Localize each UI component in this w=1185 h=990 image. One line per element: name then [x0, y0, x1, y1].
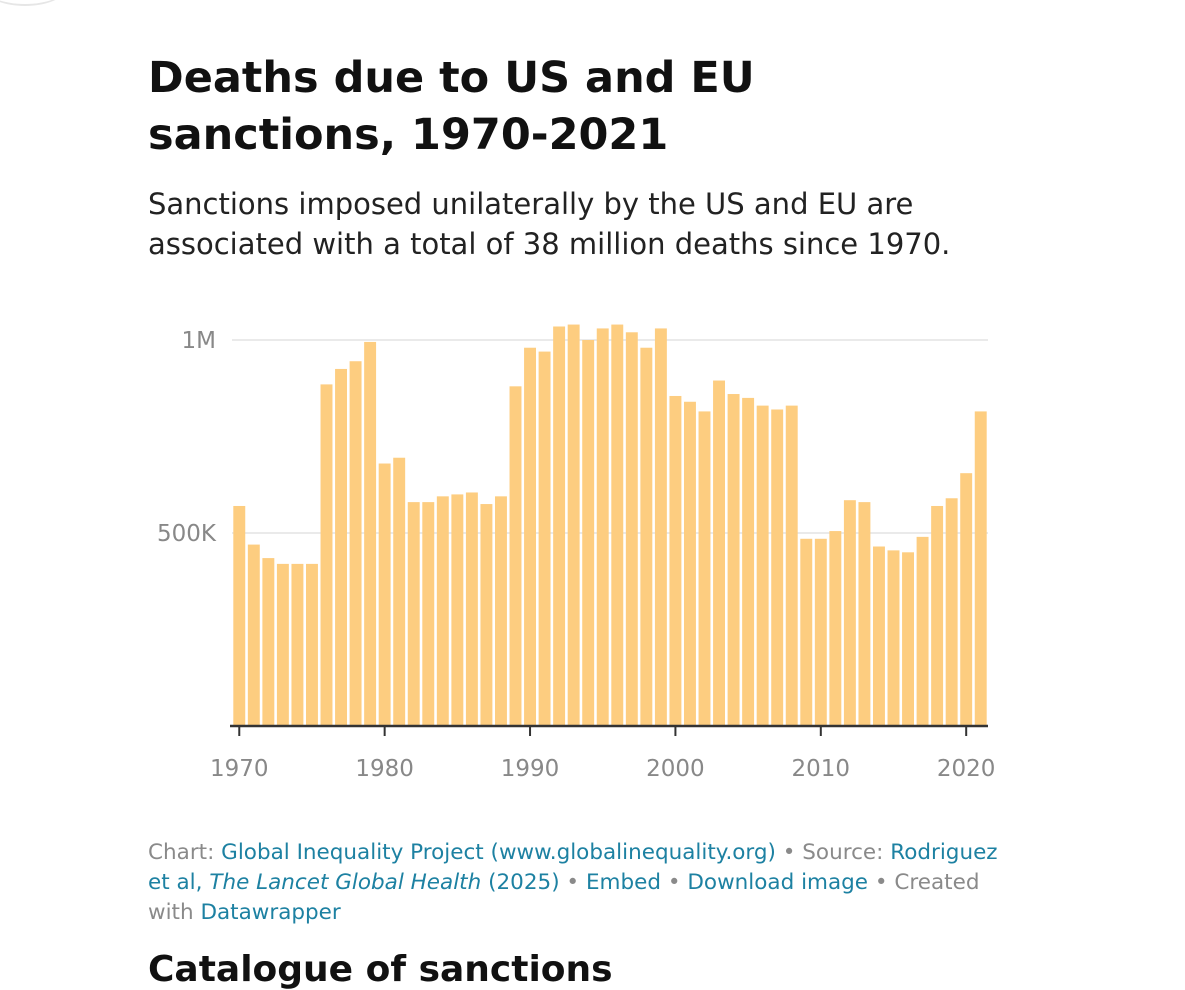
bar-2021	[974, 411, 987, 726]
bar-1996	[611, 324, 624, 726]
x-tick-label: 2010	[792, 756, 851, 782]
x-tick-label: 1980	[355, 756, 414, 782]
bar-2011	[829, 531, 842, 726]
bar-1981	[393, 457, 406, 726]
bar-1980	[378, 463, 391, 726]
bar-1972	[262, 558, 275, 726]
chart-subtitle: Sanctions imposed unilaterally by the US…	[148, 187, 951, 261]
bar-1991	[538, 351, 551, 726]
bar-2010	[814, 538, 827, 726]
bar-1984	[436, 496, 449, 726]
bar-1988	[494, 496, 507, 726]
source-link[interactable]: Rodriguez et al, The Lancet Global Healt…	[148, 840, 998, 895]
x-tick-label: 1990	[501, 756, 560, 782]
chart-credit-link[interactable]: Global Inequality Project (www.globaline…	[221, 840, 776, 865]
source-link-authors: Rodriguez et al,	[148, 840, 998, 895]
chart-footer: Chart: Global Inequality Project (www.gl…	[148, 838, 1008, 928]
bar-1971	[247, 544, 260, 726]
y-tick-label: 500K	[157, 521, 217, 547]
next-section-heading: Catalogue of sanctions	[148, 949, 613, 990]
chart-title: Deaths due to US and EU sanctions, 1970-…	[148, 53, 755, 160]
bar-1974	[291, 563, 304, 726]
bar-2015	[887, 550, 900, 726]
bar-1999	[654, 328, 667, 726]
footer-separator: •	[559, 870, 586, 895]
bar-2003	[713, 380, 726, 726]
y-tick-label: 1M	[182, 328, 216, 354]
bar-1979	[364, 341, 377, 726]
bar-1994	[582, 340, 595, 726]
bar-1993	[567, 324, 580, 726]
bar-1985	[451, 494, 464, 726]
corner-decoration	[0, 0, 70, 6]
bar-2019	[945, 498, 958, 726]
bar-2013	[858, 502, 871, 726]
x-tick-label: 1970	[210, 756, 269, 782]
bar-1983	[422, 502, 435, 726]
bar-1970	[233, 505, 246, 726]
bar-1997	[625, 332, 638, 726]
bar-1982	[407, 502, 420, 726]
bar-2012	[843, 500, 856, 726]
bar-1977	[335, 368, 348, 726]
bar-1973	[276, 563, 289, 726]
embed-link[interactable]: Embed	[585, 870, 661, 895]
bar-2017	[916, 536, 929, 726]
bar-2004	[727, 394, 740, 726]
datawrapper-link[interactable]: Datawrapper	[200, 900, 341, 925]
download-image-link[interactable]: Download image	[687, 870, 869, 895]
bar-1989	[509, 386, 522, 726]
bar-1978	[349, 361, 362, 726]
bar-2018	[931, 505, 944, 726]
x-tick-label: 2020	[937, 756, 996, 782]
bar-1992	[553, 326, 566, 726]
bar-chart: 500K 1M 1970 1980 1990 2000 2010 2020	[157, 324, 996, 782]
bar-2014	[872, 546, 885, 726]
source-link-year: (2025)	[481, 870, 560, 895]
footer-separator: •	[661, 870, 688, 895]
chart-credit-prefix: Chart:	[148, 840, 222, 865]
bar-2007	[771, 409, 784, 726]
source-prefix: • Source:	[775, 840, 891, 865]
created-with-prefix: • Created with	[148, 870, 980, 925]
bar-2002	[698, 411, 711, 726]
bar-2008	[785, 405, 798, 726]
bar-2001	[683, 401, 696, 726]
x-tick-label: 2000	[646, 756, 705, 782]
bar-2005	[742, 397, 755, 726]
bar-1976	[320, 384, 333, 726]
source-link-journal: The Lancet Global Health	[209, 870, 482, 895]
bar-1975	[305, 563, 318, 726]
bar-2009	[800, 538, 813, 726]
bar-2016	[902, 552, 915, 726]
bar-2006	[756, 405, 769, 726]
bar-2000	[669, 395, 682, 726]
bar-1998	[640, 347, 653, 726]
bar-1986	[465, 492, 478, 726]
bar-2020	[960, 473, 973, 726]
bar-1987	[480, 504, 493, 726]
bar-1990	[524, 347, 537, 726]
bar-1995	[596, 328, 609, 726]
